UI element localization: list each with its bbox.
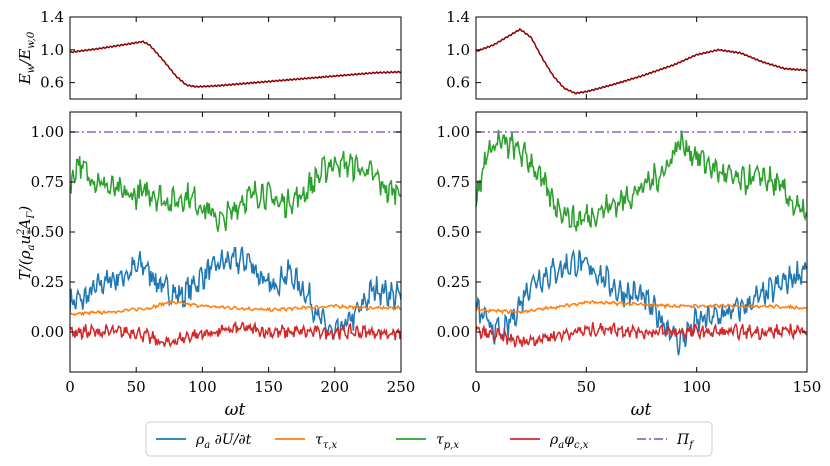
plot-area <box>70 40 401 89</box>
y-tick-label: 0.25 <box>31 273 64 291</box>
plot-area <box>476 129 807 356</box>
series-line <box>476 129 807 232</box>
y-tick-label: 1.4 <box>446 8 470 26</box>
x-tick-label: 0 <box>471 378 481 396</box>
y-tick-label: 0.00 <box>31 323 64 341</box>
plot-area <box>476 27 807 95</box>
series-line <box>476 299 807 315</box>
legend-label: Πf <box>676 432 695 451</box>
axes-frame <box>69 111 402 373</box>
x-tick-label: 250 <box>387 378 416 396</box>
top-y-label: Ew/Ew,0 <box>16 31 37 85</box>
panel-top-right: 0.6 1.0 1.4 <box>446 8 808 100</box>
panel-bottom-left: 0.00 0.25 0.50 0.75 1.00 0 50 100 150 200 250 <box>31 111 416 396</box>
series-line <box>70 246 401 341</box>
series-line <box>476 248 807 356</box>
x-tick-label: 50 <box>127 378 146 396</box>
y-tick-label: 0.25 <box>437 273 470 291</box>
legend-label: τp,x <box>436 432 459 451</box>
x-tick-label: 0 <box>65 378 75 396</box>
x-tick-label: 50 <box>577 378 596 396</box>
y-tick-label: 0.50 <box>437 223 470 241</box>
y-tick-label: 0.75 <box>31 173 64 191</box>
bottom-y-label: T/(ρau2*AΓ) <box>16 206 37 281</box>
plot-area <box>70 131 401 348</box>
x-tick-label: 150 <box>793 378 822 396</box>
axes-frame <box>475 16 808 100</box>
y-tick-label: 0.6 <box>40 74 64 92</box>
y-tick-label: 0.6 <box>446 74 470 92</box>
legend-label: ττ,x <box>315 432 337 451</box>
y-tick-label: 0.00 <box>437 323 470 341</box>
series-line <box>70 150 401 232</box>
y-tick-label: 0.50 <box>31 223 64 241</box>
legend-label: ρaφc,x <box>549 432 589 451</box>
series-line <box>476 322 807 348</box>
y-tick-label: 1.00 <box>437 123 470 141</box>
y-tick-label: 0.75 <box>437 173 470 191</box>
series-line <box>70 300 401 317</box>
series-line <box>476 27 807 95</box>
left-x-label: ωt <box>225 400 246 420</box>
x-tick-label: 200 <box>320 378 349 396</box>
series-line <box>70 321 401 348</box>
axes-frame <box>475 111 808 373</box>
panel-top-left: 0.6 1.0 1.4 <box>40 8 402 100</box>
x-tick-label: 150 <box>254 378 283 396</box>
series-line <box>70 40 401 89</box>
legend-label: ρa ∂U/∂t <box>195 432 252 451</box>
y-tick-label: 1.0 <box>40 41 64 59</box>
x-tick-label: 100 <box>188 378 217 396</box>
y-tick-label: 1.0 <box>446 41 470 59</box>
panel-bottom-right: 0.00 0.25 0.50 0.75 1.00 0 50 100 150 <box>437 111 822 396</box>
y-tick-label: 1.00 <box>31 123 64 141</box>
legend: ρa ∂U/∂t ττ,x τp,x ρaφc,x Πf <box>145 421 713 457</box>
x-tick-label: 100 <box>682 378 711 396</box>
right-x-label: ωt <box>631 400 652 420</box>
y-tick-label: 1.4 <box>40 8 64 26</box>
axes-frame <box>69 16 402 100</box>
legend-box <box>145 421 713 457</box>
